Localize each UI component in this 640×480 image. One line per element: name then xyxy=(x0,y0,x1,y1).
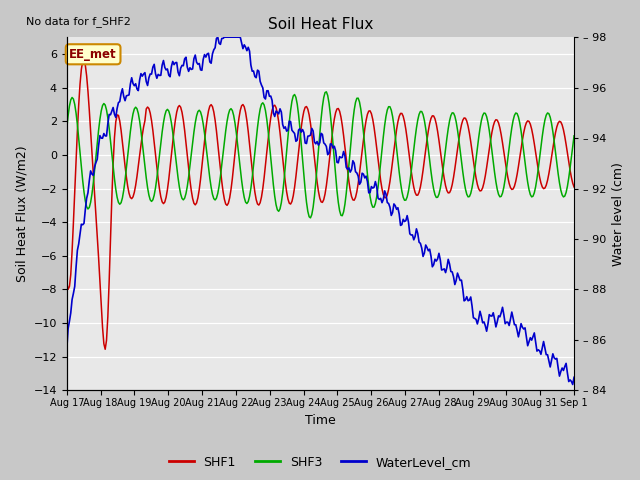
SHF3 xyxy=(569,144,577,149)
SHF3 xyxy=(63,125,70,131)
SHF1 xyxy=(326,148,334,154)
WaterLevel_cm xyxy=(325,150,333,156)
WaterLevel_cm xyxy=(426,246,433,252)
WaterLevel_cm xyxy=(569,382,577,387)
Line: SHF1: SHF1 xyxy=(67,60,574,349)
WaterLevel_cm xyxy=(80,220,88,226)
WaterLevel_cm xyxy=(568,379,575,384)
Title: Soil Heat Flux: Soil Heat Flux xyxy=(268,17,373,32)
SHF1 xyxy=(80,57,88,63)
SHF1 xyxy=(101,347,109,352)
SHF3 xyxy=(80,189,88,195)
SHF3 xyxy=(570,133,578,139)
SHF3 xyxy=(427,169,435,175)
SHF3 xyxy=(307,215,314,221)
Y-axis label: Water level (cm): Water level (cm) xyxy=(612,162,625,266)
Y-axis label: Soil Heat Flux (W/m2): Soil Heat Flux (W/m2) xyxy=(15,145,28,282)
SHF1 xyxy=(81,62,89,68)
Text: EE_met: EE_met xyxy=(69,48,117,61)
SHF3 xyxy=(326,111,334,117)
SHF3 xyxy=(323,89,330,95)
SHF1 xyxy=(63,280,70,286)
X-axis label: Time: Time xyxy=(305,414,336,427)
SHF1 xyxy=(569,180,577,186)
WaterLevel_cm xyxy=(63,347,70,352)
WaterLevel_cm xyxy=(501,321,509,326)
SHF3 xyxy=(502,167,510,172)
Legend: SHF1, SHF3, WaterLevel_cm: SHF1, SHF3, WaterLevel_cm xyxy=(164,451,476,474)
SHF1 xyxy=(570,184,578,190)
WaterLevel_cm xyxy=(570,374,578,380)
Text: No data for f_SHF2: No data for f_SHF2 xyxy=(26,16,131,27)
WaterLevel_cm xyxy=(214,34,221,40)
Line: SHF3: SHF3 xyxy=(67,92,574,218)
SHF1 xyxy=(502,167,510,172)
SHF1 xyxy=(97,302,105,308)
WaterLevel_cm xyxy=(96,133,104,139)
SHF1 xyxy=(427,116,435,121)
SHF3 xyxy=(96,117,104,122)
Line: WaterLevel_cm: WaterLevel_cm xyxy=(67,37,574,384)
